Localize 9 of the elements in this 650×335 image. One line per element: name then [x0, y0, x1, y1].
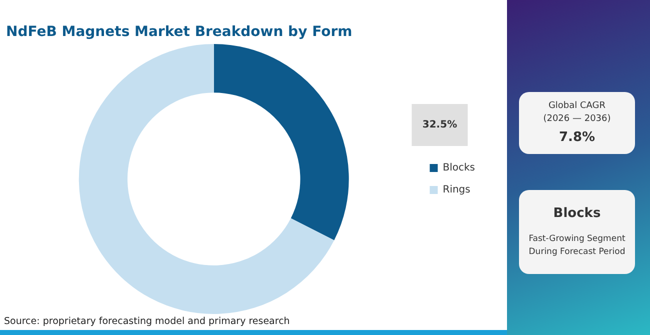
- chart-title: NdFeB Magnets Market Breakdown by Form: [6, 24, 352, 40]
- legend-label: Blocks: [442, 162, 476, 174]
- text: 7.8%: [558, 130, 596, 145]
- data-label: 32.5%: [422, 120, 458, 131]
- source-note: Source: proprietary forecasting model and primary research: [4, 316, 290, 327]
- text: Global CAGR (2026 — 2036): [542, 100, 612, 126]
- text: Blocks: [552, 206, 602, 221]
- legend-label: Rings: [442, 184, 470, 196]
- text: Fast-Growing Segment During Forecast Period: [528, 233, 626, 259]
